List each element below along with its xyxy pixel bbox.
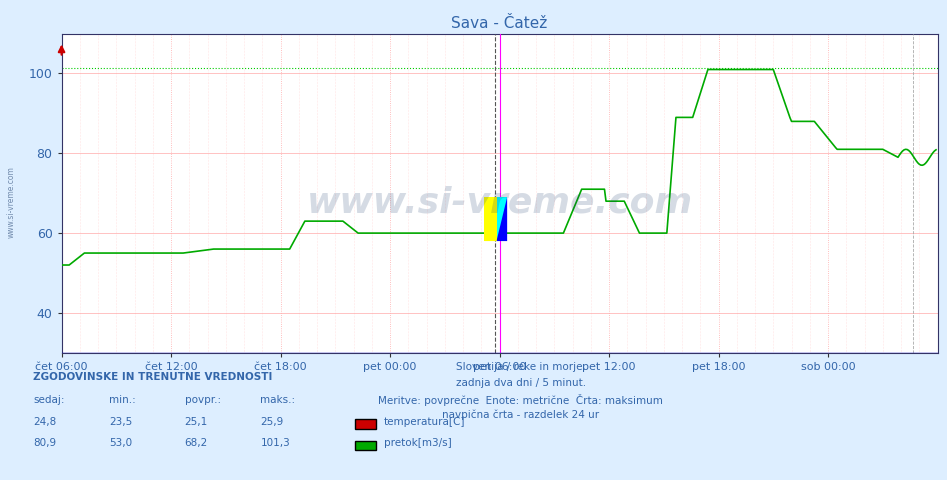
Text: 101,3: 101,3: [260, 438, 290, 448]
Text: 25,1: 25,1: [185, 417, 208, 427]
Text: 53,0: 53,0: [109, 438, 132, 448]
Text: maks.:: maks.:: [260, 395, 295, 405]
Text: min.:: min.:: [109, 395, 135, 405]
Text: navpična črta - razdelek 24 ur: navpična črta - razdelek 24 ur: [442, 410, 599, 420]
Polygon shape: [484, 197, 496, 241]
Text: Meritve: povprečne  Enote: metrične  Črta: maksimum: Meritve: povprečne Enote: metrične Črta:…: [379, 394, 663, 406]
Text: 25,9: 25,9: [260, 417, 284, 427]
Text: povpr.:: povpr.:: [185, 395, 221, 405]
Text: www.si-vreme.com: www.si-vreme.com: [307, 186, 692, 220]
Text: www.si-vreme.com: www.si-vreme.com: [7, 166, 16, 238]
Text: 68,2: 68,2: [185, 438, 208, 448]
Text: pretok[m3/s]: pretok[m3/s]: [384, 438, 452, 448]
Polygon shape: [496, 197, 508, 241]
Text: zadnja dva dni / 5 minut.: zadnja dva dni / 5 minut.: [456, 378, 586, 388]
Text: sedaj:: sedaj:: [33, 395, 64, 405]
Title: Sava - Čatež: Sava - Čatež: [452, 16, 547, 31]
Text: 24,8: 24,8: [33, 417, 57, 427]
Text: Slovenija / reke in morje.: Slovenija / reke in morje.: [456, 362, 586, 372]
Text: ZGODOVINSKE IN TRENUTNE VREDNOSTI: ZGODOVINSKE IN TRENUTNE VREDNOSTI: [33, 372, 273, 382]
Polygon shape: [496, 197, 508, 241]
Text: temperatura[C]: temperatura[C]: [384, 417, 465, 427]
Text: 23,5: 23,5: [109, 417, 133, 427]
Text: 80,9: 80,9: [33, 438, 56, 448]
Polygon shape: [484, 197, 496, 241]
